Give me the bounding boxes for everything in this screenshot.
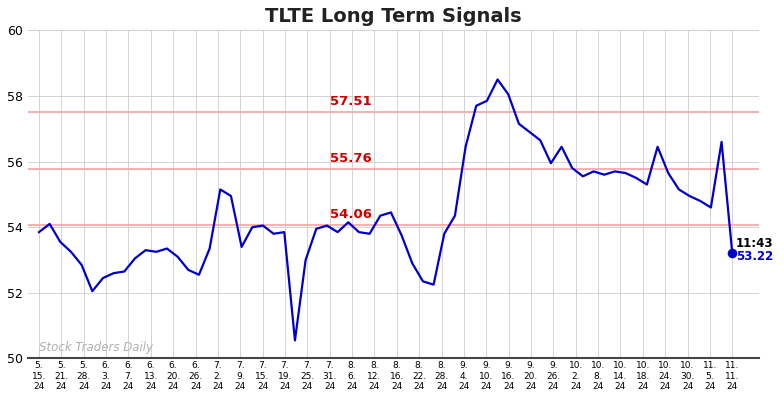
Text: 53.22: 53.22 xyxy=(735,250,773,263)
Text: Stock Traders Daily: Stock Traders Daily xyxy=(39,341,154,353)
Point xyxy=(726,250,739,256)
Text: 54.06: 54.06 xyxy=(330,208,372,221)
Text: 11:43: 11:43 xyxy=(735,237,773,250)
Text: 57.51: 57.51 xyxy=(330,95,372,108)
Text: 55.76: 55.76 xyxy=(330,152,372,166)
Title: TLTE Long Term Signals: TLTE Long Term Signals xyxy=(265,7,521,26)
